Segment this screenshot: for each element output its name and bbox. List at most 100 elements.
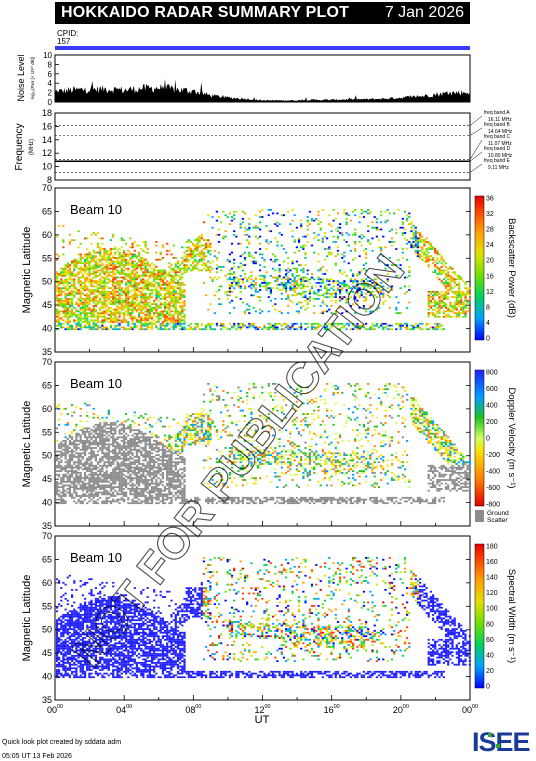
echo-cell [66, 310, 69, 313]
echo-cell [60, 273, 63, 275]
echo-cell [140, 488, 143, 490]
echo-cell [360, 209, 363, 211]
echo-cell [120, 448, 123, 451]
echo-cell [94, 257, 97, 259]
echo-cell [64, 500, 67, 503]
echo-cell [159, 289, 162, 291]
echo-cell [55, 271, 59, 274]
echo-cell [101, 319, 104, 322]
echo-cell [330, 287, 333, 290]
echo-cell [315, 282, 318, 284]
echo-cell [183, 267, 186, 270]
echo-cell [125, 413, 128, 415]
echo-cell [142, 464, 145, 467]
echo-cell [449, 274, 452, 277]
echo-cell [96, 296, 100, 298]
echo-cell [92, 319, 95, 322]
echo-cell [112, 267, 115, 270]
echo-cell [112, 443, 115, 446]
echo-cell [438, 305, 441, 307]
echo-cell [343, 251, 346, 254]
echo-cell [274, 326, 277, 329]
echo-cell [395, 306, 398, 309]
echo-cell [356, 280, 359, 282]
echo-cell [140, 278, 143, 281]
echo-cell [308, 292, 311, 295]
echo-cell [354, 214, 357, 217]
echo-cell [254, 262, 257, 265]
echo-cell [114, 321, 117, 323]
echo-cell [105, 447, 108, 449]
echo-cell [166, 290, 169, 293]
echo-cell [440, 290, 443, 293]
echo-cell [68, 315, 71, 318]
echo-cell [172, 301, 175, 304]
echo-cell [66, 264, 69, 266]
echo-cell [114, 438, 117, 440]
echo-cell [120, 475, 123, 478]
echo-cell [144, 450, 147, 453]
echo-cell [112, 285, 115, 288]
echo-cell [127, 273, 130, 275]
echo-cell [112, 282, 115, 284]
echo-cell [131, 310, 134, 313]
echo-cell [92, 472, 95, 474]
echo-cell [429, 292, 432, 295]
echo-cell [58, 315, 61, 318]
echo-cell [105, 253, 108, 256]
echo-cell [101, 258, 104, 261]
echo-cell [319, 226, 322, 229]
echo-cell [94, 454, 97, 456]
echo-cell [434, 292, 437, 295]
echo-cell [90, 484, 93, 487]
echo-cell [131, 244, 134, 247]
echo-cell [133, 489, 136, 492]
echo-cell [352, 233, 355, 236]
echo-cell [406, 306, 409, 309]
echo-cell [62, 241, 65, 243]
echo-cell [142, 479, 145, 481]
echo-cell [183, 315, 186, 318]
echo-cell [62, 290, 65, 293]
echo-cell [442, 315, 445, 318]
echo-cell [144, 436, 147, 439]
echo-cell [432, 290, 435, 293]
echo-cell [246, 326, 249, 329]
echo-cell [436, 258, 439, 261]
echo-cell [293, 267, 296, 270]
echo-cell [64, 464, 67, 467]
echo-cell [157, 271, 160, 274]
echo-cell [71, 456, 74, 458]
echo-cell [64, 470, 67, 472]
echo-cell [81, 273, 84, 275]
echo-cell [96, 271, 100, 274]
echo-cell [306, 303, 309, 306]
echo-cell [86, 468, 89, 471]
echo-cell [131, 257, 134, 259]
echo-cell [112, 274, 115, 277]
echo-cell [293, 287, 296, 290]
echo-cell [155, 298, 158, 300]
echo-cell [135, 282, 138, 284]
echo-cell [118, 253, 121, 256]
echo-cell [455, 274, 458, 277]
echo-cell [434, 314, 437, 316]
echo-cell [146, 301, 149, 304]
echo-cell [444, 287, 448, 290]
echo-cell [125, 479, 128, 481]
echo-cell [62, 466, 65, 469]
echo-cell [444, 262, 448, 265]
echo-cell [64, 264, 67, 266]
echo-cell [140, 248, 143, 250]
echo-cell [125, 292, 128, 295]
echo-cell [107, 493, 110, 496]
echo-cell [84, 306, 87, 309]
echo-cell [148, 496, 151, 499]
echo-cell [75, 472, 78, 474]
echo-cell [293, 282, 296, 284]
echo-cell [457, 282, 461, 284]
echo-cell [60, 500, 63, 503]
echo-cell [233, 258, 236, 261]
echo-cell [265, 241, 268, 243]
echo-cell [62, 299, 65, 302]
